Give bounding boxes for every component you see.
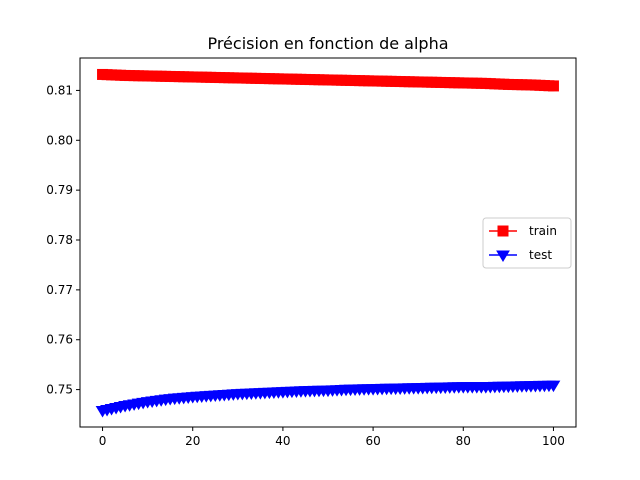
legend-label: test <box>529 248 552 262</box>
legend: train test <box>482 217 572 269</box>
x-tick-label: 40 <box>275 434 290 448</box>
legend-marker <box>497 225 509 237</box>
y-tick-label: 0.78 <box>46 233 73 247</box>
y-tick-label: 0.80 <box>46 133 73 147</box>
series-test <box>95 380 561 418</box>
x-tick-label: 0 <box>99 434 107 448</box>
series-layer <box>95 68 561 418</box>
legend-item-test: test <box>489 248 552 262</box>
series-train <box>97 68 559 92</box>
chart-title: Précision en fonction de alpha <box>207 34 448 53</box>
y-tick-label: 0.76 <box>46 333 73 347</box>
y-tick-label: 0.81 <box>46 83 73 97</box>
legend-marker <box>496 250 510 262</box>
legend-item-train: train <box>489 224 557 238</box>
data-point-test <box>546 380 561 393</box>
x-tick-label: 100 <box>542 434 565 448</box>
legend-box <box>482 217 572 269</box>
plot-area <box>79 57 577 428</box>
legend-label: train <box>529 224 557 238</box>
axes-frame <box>79 57 577 428</box>
y-tick-label: 0.79 <box>46 183 73 197</box>
x-axis: 0 20 40 60 80 100 <box>99 427 565 448</box>
x-tick-label: 20 <box>185 434 200 448</box>
data-point-train <box>547 80 559 92</box>
y-axis: 0.75 0.76 0.77 0.78 0.79 0.80 0.81 <box>46 83 80 397</box>
x-tick-label: 80 <box>456 434 471 448</box>
y-tick-label: 0.75 <box>46 383 73 397</box>
y-tick-label: 0.77 <box>46 283 73 297</box>
x-tick-label: 60 <box>365 434 380 448</box>
